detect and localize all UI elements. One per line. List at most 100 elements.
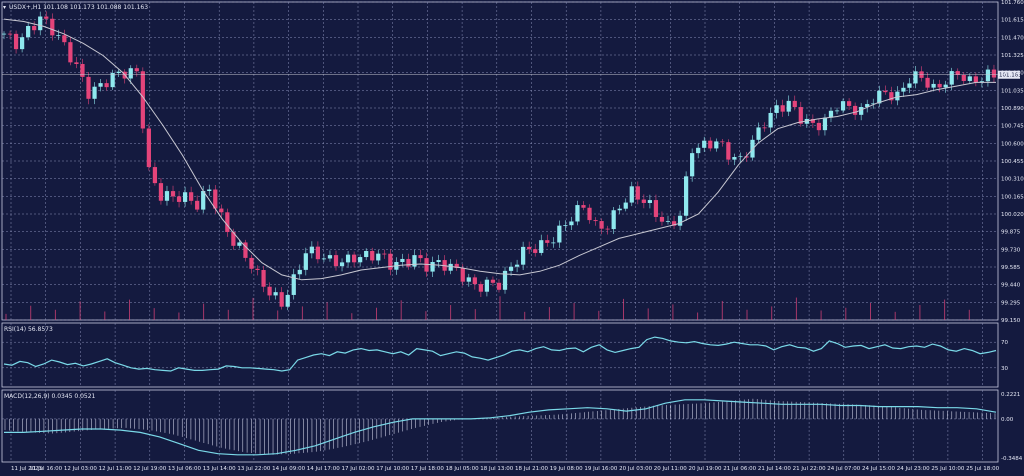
candle-bull xyxy=(714,141,719,149)
candle-bear xyxy=(146,128,151,168)
candle-bull xyxy=(430,262,435,272)
candle-bear xyxy=(581,205,586,208)
y-tick-label: 99.875 xyxy=(1001,230,1021,236)
x-tick-label: 11 Jul 16:00 xyxy=(29,466,62,472)
x-tick-label: 18 Jul 05:00 xyxy=(446,466,479,472)
macd-panel-frame xyxy=(1,389,999,463)
candle-bear xyxy=(991,69,997,78)
candle-bear xyxy=(708,140,713,149)
candle-bear xyxy=(937,83,942,88)
rsi-panel-title: RSI(14) 56.8573 xyxy=(4,326,53,333)
candle-bear xyxy=(406,258,411,267)
candle-bear xyxy=(925,77,930,88)
candle-bear xyxy=(261,270,266,287)
candle-bear xyxy=(249,257,254,269)
candle-bull xyxy=(364,250,369,258)
x-tick-label: 17 Jul 02:00 xyxy=(342,466,375,472)
candle-bull xyxy=(738,156,743,158)
candle-bear xyxy=(593,220,598,222)
candle-bear xyxy=(152,167,158,184)
x-tick-label: 12 Jul 03:00 xyxy=(64,466,97,472)
candlestick-series[interactable] xyxy=(1,11,997,311)
candle-bull xyxy=(358,257,363,263)
x-tick-label: 21 Jul 14:00 xyxy=(758,466,791,472)
candle-bear xyxy=(68,42,73,63)
candle-bull xyxy=(871,103,876,105)
y-tick-label: 101.325 xyxy=(1001,53,1024,59)
symbol-dropdown-icon[interactable]: ▾ xyxy=(3,4,6,11)
candle-bull xyxy=(237,242,242,246)
candle-bull xyxy=(943,84,948,88)
candle-bull xyxy=(303,253,308,270)
x-tick-label: 17 Jul 10:00 xyxy=(376,466,409,472)
candle-bear xyxy=(720,141,725,143)
candle-bull xyxy=(514,264,520,267)
candle-bear xyxy=(219,208,224,213)
candle-bear xyxy=(780,105,785,112)
candle-bull xyxy=(895,91,900,101)
candle-bull xyxy=(774,105,779,113)
candle-bear xyxy=(762,127,767,129)
candle-bear xyxy=(267,286,272,296)
candle-bear xyxy=(213,189,218,209)
candle-bear xyxy=(973,76,978,83)
candle-bear xyxy=(333,255,339,267)
candle-bull xyxy=(732,157,737,160)
y-tick-label: 100.165 xyxy=(1001,194,1024,200)
y-tick-label: 101.180 xyxy=(1001,71,1024,77)
candle-bull xyxy=(907,83,912,88)
candle-bear xyxy=(418,255,423,259)
candle-bull xyxy=(611,210,616,230)
candle-bull xyxy=(629,186,634,203)
candle-bull xyxy=(92,86,97,99)
x-tick-label: 19 Jul 16:00 xyxy=(584,466,617,472)
candle-bull xyxy=(756,127,761,140)
candle-bear xyxy=(255,268,260,271)
candle-bull xyxy=(164,191,170,201)
y-tick-label: 100.600 xyxy=(1001,141,1024,147)
candle-bear xyxy=(883,90,888,93)
candle-bull xyxy=(285,294,290,307)
x-tick-label: 21 Jul 06:00 xyxy=(723,466,756,472)
x-tick-label: 18 Jul 13:00 xyxy=(480,466,513,472)
rsi-level-label: 30 xyxy=(1001,366,1008,372)
candle-bear xyxy=(527,246,532,250)
symbol-ohlc-label: USDX+,H1 101.108 101.173 101.088 101.163 xyxy=(9,4,148,11)
candle-bull xyxy=(859,107,864,115)
candle-bear xyxy=(792,100,797,108)
y-tick-label: 101.470 xyxy=(1001,35,1024,41)
candle-bear xyxy=(382,253,387,255)
rsi-line xyxy=(3,336,997,372)
y-tick-label: 101.760 xyxy=(1001,0,1024,6)
candle-bull xyxy=(840,101,846,111)
candle-bull xyxy=(967,76,972,81)
rsi-panel-frame xyxy=(1,322,999,388)
candle-bear xyxy=(388,253,393,270)
candle-bull xyxy=(448,263,453,271)
candle-bull xyxy=(201,190,206,210)
candle-bear xyxy=(496,282,502,290)
candle-bear xyxy=(955,71,960,75)
candle-bear xyxy=(176,196,182,202)
x-tick-label: 24 Jul 15:00 xyxy=(862,466,895,472)
candle-bull xyxy=(297,269,302,275)
candle-bear xyxy=(13,33,19,50)
candle-bear xyxy=(158,183,164,201)
x-tick-label: 12 Jul 11:00 xyxy=(99,466,132,472)
candle-bear xyxy=(32,25,37,31)
y-tick-label: 100.745 xyxy=(1001,124,1024,130)
candle-bull xyxy=(949,71,954,85)
candle-bear xyxy=(478,284,483,292)
y-tick-label: 99.730 xyxy=(1001,247,1021,253)
candle-bear xyxy=(315,246,321,260)
candle-bull xyxy=(412,255,417,267)
candle-bull xyxy=(19,37,25,50)
candle-bull xyxy=(901,87,906,92)
candle-bull xyxy=(569,221,574,226)
candle-bear xyxy=(961,74,966,81)
candle-bull xyxy=(38,16,43,31)
y-tick-label: 100.455 xyxy=(1001,159,1024,165)
